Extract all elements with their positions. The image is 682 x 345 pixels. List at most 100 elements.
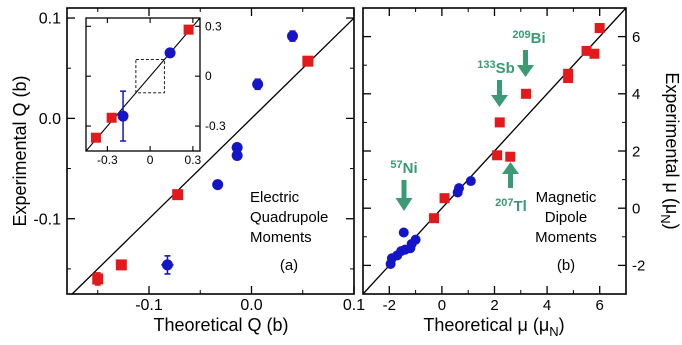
inset-y-tick-label: -0.3 [205, 119, 226, 133]
panel-b-label: (b) [557, 257, 575, 274]
isotope-bi-209-label: 209Bi [512, 29, 545, 47]
panel-b-annotation-line-1: Magnetic [536, 189, 597, 206]
data-point-square [439, 193, 450, 204]
isotope-tl-207: 207Tl [495, 162, 527, 215]
isotope-sb-133-label: 133Sb [477, 59, 515, 77]
data-point-square [429, 213, 440, 224]
data-point-square [505, 151, 516, 162]
data-point-square [589, 48, 600, 59]
x-tick-label: 0 [438, 297, 446, 314]
data-point-square [581, 45, 592, 56]
x-tick-label: -0.1 [135, 297, 163, 314]
y-tick-label: -0.1 [33, 211, 61, 228]
panel-b-annotation-line-2: Dipole [545, 209, 588, 226]
isotope-ni-57-arrow [395, 180, 413, 211]
y-tick-label: 4 [632, 86, 640, 103]
data-point-circle [287, 30, 298, 42]
data-point-circle [252, 78, 264, 90]
inset-point-square [106, 112, 117, 123]
y-tick-label: -2 [632, 258, 645, 275]
x-tick-label: 6 [596, 297, 604, 314]
data-point-square [92, 273, 104, 285]
panel-b-ylabel: Experimental μ (μN) [658, 72, 682, 229]
data-point-square [563, 73, 574, 84]
inset-diagonal-line [85, 17, 201, 152]
data-point-circle [465, 176, 476, 187]
data-point-square [172, 189, 184, 201]
inset-x-tick-label: -0.3 [97, 153, 118, 167]
inset-x-tick-label: 0.3 [185, 153, 202, 167]
x-tick-label: -2 [383, 297, 396, 314]
panel-a-label: (a) [280, 257, 298, 274]
data-point-circle [398, 227, 409, 238]
data-point-circle [161, 259, 173, 271]
data-point-square [302, 55, 314, 67]
data-point-square [494, 117, 505, 128]
isotope-sb-133-element: Sb [496, 60, 515, 77]
panel-b-ylabel-subscript: N [658, 214, 673, 223]
isotope-tl-207-arrow [502, 162, 519, 188]
x-tick-label: 2 [490, 297, 498, 314]
inset-y-tick-label: 0 [205, 69, 212, 83]
panel-a-xlabel: Theoretical Q (b) [153, 315, 288, 335]
panel-b-ylabel-close: ) [662, 224, 682, 230]
data-point-square [492, 150, 503, 161]
isotope-ni-57: 57Ni [390, 159, 418, 211]
panel-a-annotation-line-3: Moments [250, 229, 312, 246]
isotope-bi-209-element: Bi [531, 30, 546, 47]
data-point-square [594, 23, 605, 34]
isotope-bi-209-mass: 209 [512, 29, 530, 41]
inset-points [90, 24, 194, 143]
panel-a-frame [66, 7, 355, 295]
x-tick-label: 4 [543, 297, 551, 314]
panel-a-annotation-line-2: Quadrupole [250, 209, 328, 226]
panel-a-ticks: -0.1 0.0 0.1 -0.1 0.0 0.1 [33, 8, 365, 314]
isotope-sb-133: 133Sb [477, 59, 515, 107]
panel-a-annotation-line-1: Electric [250, 189, 300, 206]
data-point-square [521, 88, 532, 99]
panel-b-xlabel: Theoretical μ (μN) [423, 315, 564, 339]
data-point-square [115, 259, 127, 271]
data-point-circle [212, 179, 224, 191]
inset-point-square [90, 132, 101, 143]
panel-a-ylabel: Experimental Q (b) [10, 75, 30, 226]
panel-b-ticks: -2 0 2 4 6 -2 0 2 4 6 [363, 8, 645, 314]
isotope-ni-57-label: 57Ni [390, 159, 417, 177]
panel-a-inset: -0.3 0 0.3 -0.3 0 0.3 [85, 17, 226, 167]
isotope-ni-57-element: Ni [403, 160, 418, 177]
y-tick-label: 0 [632, 200, 640, 217]
x-tick-label: 0.1 [343, 297, 365, 314]
inset-point-circle [117, 110, 129, 122]
isotope-sb-133-mass: 133 [477, 59, 495, 71]
inset-ticks: -0.3 0 0.3 -0.3 0 0.3 [86, 18, 226, 167]
panel-b-xlabel-close: ) [559, 315, 565, 335]
data-point-circle [231, 150, 243, 162]
inset-y-tick-label: 0.3 [205, 19, 222, 33]
panel-b: -2 0 2 4 6 -2 0 2 4 6 Magnetic Dipole Moments (b)… [362, 7, 682, 339]
inset-zoom-box [135, 59, 165, 94]
inset-x-tick-label: 0 [147, 153, 154, 167]
data-point-circle [410, 234, 421, 245]
y-tick-label: 0.0 [39, 111, 61, 128]
panel-b-annotation-line-3: Moments [535, 229, 597, 246]
inset-point-square [183, 24, 194, 35]
isotope-tl-207-mass: 207 [495, 197, 513, 209]
data-point-circle [231, 141, 243, 153]
isotope-ni-57-mass: 57 [390, 159, 402, 171]
isotope-tl-207-element: Tl [514, 198, 527, 215]
y-tick-label: 0.1 [39, 11, 61, 28]
panel-b-points [385, 23, 605, 269]
isotope-bi-209-arrow [517, 50, 534, 77]
isotope-sb-133-arrow [491, 80, 508, 107]
x-tick-label: 0.0 [240, 297, 262, 314]
panel-a: -0.1 0.0 0.1 -0.1 0.0 0.1 Electric Quadrupole… [10, 7, 365, 335]
y-tick-label: 6 [632, 29, 640, 46]
panel-a-points [92, 30, 314, 286]
y-tick-label: 2 [632, 143, 640, 160]
data-point-circle [453, 183, 464, 194]
isotope-tl-207-label: 207Tl [495, 197, 527, 215]
inset-point-circle [164, 47, 176, 59]
panel-b-xlabel-subscript: N [549, 324, 558, 339]
isotope-bi-209: 209Bi [512, 29, 546, 77]
